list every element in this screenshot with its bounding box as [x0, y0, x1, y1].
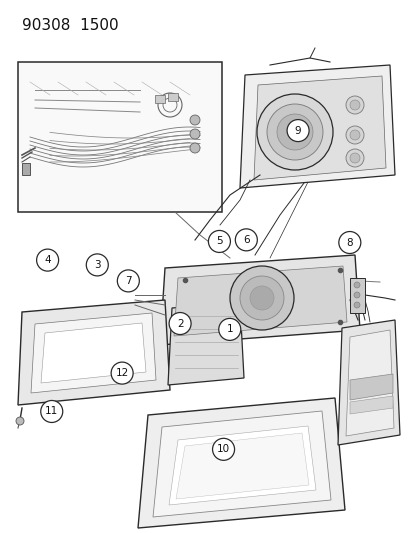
Polygon shape — [138, 398, 344, 528]
Text: 3: 3 — [94, 260, 100, 270]
Circle shape — [349, 130, 359, 140]
Polygon shape — [349, 374, 392, 400]
Bar — [154, 95, 165, 103]
Circle shape — [208, 230, 230, 253]
Circle shape — [111, 362, 133, 384]
Polygon shape — [159, 255, 359, 345]
Text: 9: 9 — [294, 126, 301, 135]
Circle shape — [36, 249, 59, 271]
Polygon shape — [345, 330, 393, 436]
Circle shape — [230, 266, 293, 330]
Bar — [18, 62, 221, 212]
Circle shape — [235, 229, 257, 251]
Circle shape — [218, 318, 240, 341]
Circle shape — [256, 94, 332, 170]
Polygon shape — [153, 411, 330, 517]
Polygon shape — [173, 266, 346, 336]
Text: 6: 6 — [242, 235, 249, 245]
Circle shape — [286, 119, 309, 142]
Polygon shape — [240, 65, 394, 188]
Circle shape — [190, 143, 199, 153]
Circle shape — [276, 114, 312, 150]
Polygon shape — [168, 303, 243, 385]
Bar — [168, 93, 178, 101]
Circle shape — [169, 312, 191, 335]
Text: 4: 4 — [44, 255, 51, 265]
Polygon shape — [31, 313, 156, 393]
Circle shape — [338, 231, 360, 254]
Text: 90308  1500: 90308 1500 — [22, 18, 119, 33]
Circle shape — [345, 149, 363, 167]
Polygon shape — [337, 320, 399, 445]
Text: 10: 10 — [216, 445, 230, 454]
Circle shape — [345, 96, 363, 114]
Polygon shape — [169, 426, 315, 505]
Text: 12: 12 — [115, 368, 128, 378]
Text: 8: 8 — [346, 238, 352, 247]
Circle shape — [249, 286, 273, 310]
Polygon shape — [176, 433, 308, 499]
Circle shape — [212, 438, 234, 461]
Text: 7: 7 — [125, 276, 131, 286]
Circle shape — [240, 276, 283, 320]
Bar — [349, 278, 364, 313]
Text: 5: 5 — [216, 237, 222, 246]
Text: 11: 11 — [45, 407, 58, 416]
Text: 2: 2 — [176, 319, 183, 328]
Circle shape — [345, 126, 363, 144]
Bar — [22, 163, 30, 175]
Circle shape — [117, 270, 139, 292]
Polygon shape — [254, 76, 385, 180]
Circle shape — [190, 129, 199, 139]
Circle shape — [353, 292, 359, 298]
Polygon shape — [41, 323, 146, 383]
Text: 1: 1 — [226, 325, 233, 334]
Circle shape — [86, 254, 108, 276]
Circle shape — [353, 302, 359, 308]
Circle shape — [353, 282, 359, 288]
Circle shape — [349, 153, 359, 163]
Polygon shape — [18, 300, 170, 405]
Circle shape — [190, 115, 199, 125]
Circle shape — [349, 100, 359, 110]
Polygon shape — [349, 396, 392, 414]
Circle shape — [16, 417, 24, 425]
Circle shape — [266, 104, 322, 160]
Circle shape — [40, 400, 63, 423]
